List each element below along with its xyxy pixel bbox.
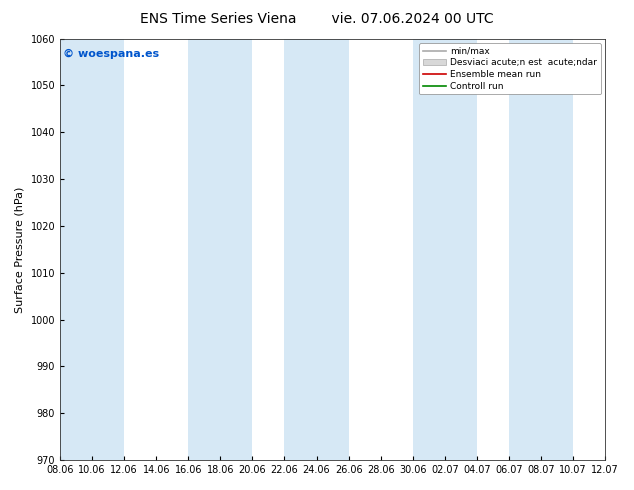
Text: ENS Time Series Viena        vie. 07.06.2024 00 UTC: ENS Time Series Viena vie. 07.06.2024 00… bbox=[140, 12, 494, 26]
Text: © woespana.es: © woespana.es bbox=[63, 49, 159, 59]
Y-axis label: Surface Pressure (hPa): Surface Pressure (hPa) bbox=[15, 186, 25, 313]
Bar bbox=[509, 39, 573, 460]
Bar bbox=[413, 39, 477, 460]
Bar bbox=[285, 39, 349, 460]
Bar bbox=[60, 39, 124, 460]
Legend: min/max, Desviaci acute;n est  acute;ndar, Ensemble mean run, Controll run: min/max, Desviaci acute;n est acute;ndar… bbox=[420, 43, 600, 95]
Bar bbox=[188, 39, 252, 460]
